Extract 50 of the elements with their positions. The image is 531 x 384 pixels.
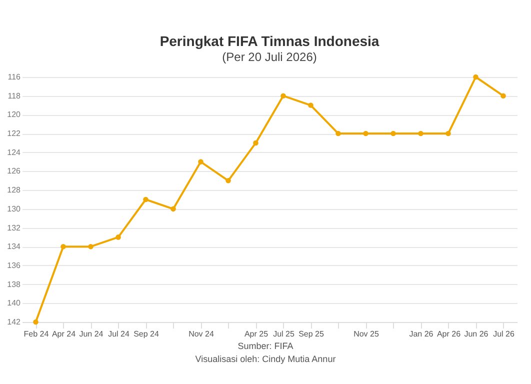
text: Visualisasi oleh: Cindy Mutia Annur	[194, 353, 337, 366]
point	[226, 178, 231, 184]
y-tick-label: 122	[7, 129, 22, 138]
x-tick-label: Sep 24	[134, 330, 160, 338]
x-tick-label: Jul 26	[493, 330, 515, 338]
point	[446, 130, 451, 136]
x-tick-label: Nov 24	[188, 330, 214, 338]
point	[336, 130, 341, 136]
point	[308, 102, 314, 108]
y-tick-label: 118	[8, 91, 22, 100]
x-tick-label: Sep 25	[298, 330, 324, 338]
x-tick-label: Jul 25	[273, 330, 295, 338]
y-tick-label: 116	[8, 72, 22, 82]
y-tick-label: 140	[7, 298, 22, 308]
y-tick-label: 126	[7, 166, 22, 176]
point	[143, 196, 148, 202]
x-tick-label: Jul 24	[108, 330, 130, 338]
y-tick-label: 128	[7, 186, 22, 195]
y-tick-label: 138	[7, 280, 22, 289]
x-tick-label: Feb 24	[24, 330, 50, 338]
point	[280, 93, 286, 98]
x-tick-label: Apr 24	[52, 330, 76, 338]
y-tick-label: 132	[7, 223, 22, 232]
chart-subtitle: (Per 20 Juli 2026)	[222, 50, 317, 64]
y-tick-label: 120	[7, 110, 22, 120]
y-tick-label: 124	[7, 148, 22, 157]
point	[170, 206, 176, 212]
text: Sumber: FIFA	[236, 340, 294, 353]
x-tick-label: Nov 25	[354, 330, 380, 338]
point	[60, 244, 66, 250]
x-tick-label: Apr 25	[244, 330, 269, 338]
y-tick-label: 136	[7, 260, 22, 270]
point	[473, 74, 478, 80]
point	[198, 159, 204, 164]
x-tick-label: Jan 26	[409, 330, 434, 338]
x-tick-label: Apr 26	[436, 330, 462, 338]
point	[88, 244, 94, 250]
chart-title: Peringkat FIFA Timnas Indonesia	[160, 33, 380, 49]
point	[390, 130, 396, 136]
x-tick-label: Jun 26	[464, 330, 489, 338]
point	[500, 93, 506, 98]
point	[253, 140, 258, 146]
point	[363, 130, 368, 136]
y-tick-label: 130	[7, 204, 22, 214]
x-tick-label: Jun 24	[79, 330, 104, 338]
point	[116, 234, 121, 240]
y-tick-label: 134	[7, 242, 22, 252]
y-tick-label: 142	[7, 318, 22, 326]
point	[418, 130, 424, 136]
point	[33, 319, 38, 325]
